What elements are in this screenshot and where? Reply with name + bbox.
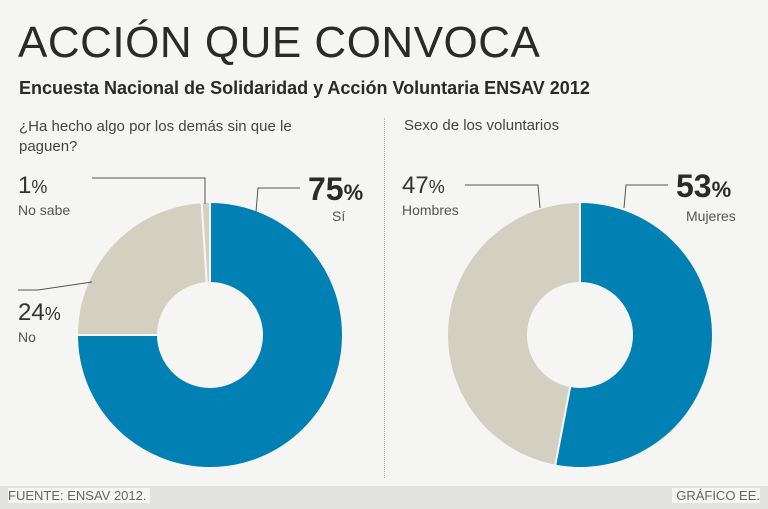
leader-line-hombres [465,184,541,209]
donut-right [446,200,714,469]
slice-no-sabe [200,200,211,285]
slice-mujeres [553,200,714,469]
slice-no [75,201,208,336]
label-hombres-value: 47% [402,172,445,199]
footer-bar: FUENTE: ENSAV 2012. GRÁFICO EE. [0,486,768,509]
donut-charts: 75% Sí 1% No sabe 24% No 47% Hombres 53%… [18,168,736,469]
label-mujeres-value: 53% [676,168,731,204]
label-si-name: Sí [332,208,345,224]
leader-line-no [18,281,93,291]
question-right: Sexo de los voluntarios [404,117,560,134]
leader-line-si [255,187,300,213]
question-left: ¿Ha hecho algo por los demás sin que le … [19,118,292,155]
center-divider [384,118,385,478]
label-no-sabe-name: No sabe [18,202,70,218]
footer-credit: GRÁFICO EE. [672,488,760,503]
leader-lines [18,177,668,291]
label-no-sabe-value: 1% [18,172,47,199]
leader-line-mujeres [623,184,668,209]
slice-si [75,200,344,469]
chart-title: ACCIÓN QUE CONVOCA [18,18,541,67]
chart-subtitle: Encuesta Nacional de Solidaridad y Acció… [19,78,590,98]
footer-source: FUENTE: ENSAV 2012. [8,488,151,503]
donut-left [75,200,344,469]
label-no-name: No [18,329,36,345]
label-hombres-name: Hombres [402,202,459,218]
leader-line-no-sabe [92,177,206,204]
label-no-value: 24% [18,299,61,326]
slice-hombres [446,200,581,467]
label-si-value: 75% [308,171,363,207]
label-mujeres-name: Mujeres [686,208,736,224]
